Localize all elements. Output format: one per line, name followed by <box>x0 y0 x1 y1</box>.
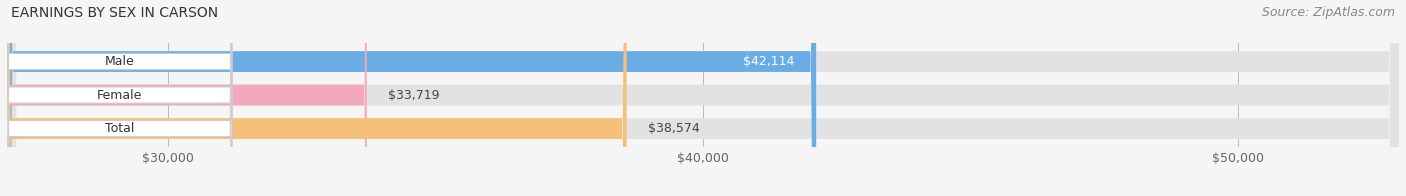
FancyBboxPatch shape <box>7 0 232 196</box>
FancyBboxPatch shape <box>7 0 1399 196</box>
FancyBboxPatch shape <box>7 0 1399 196</box>
FancyBboxPatch shape <box>7 0 367 196</box>
Text: Male: Male <box>104 55 135 68</box>
Text: $33,719: $33,719 <box>388 89 440 102</box>
FancyBboxPatch shape <box>7 0 232 196</box>
FancyBboxPatch shape <box>7 0 232 196</box>
FancyBboxPatch shape <box>7 0 815 196</box>
Text: Source: ZipAtlas.com: Source: ZipAtlas.com <box>1261 6 1395 19</box>
Text: Female: Female <box>97 89 142 102</box>
FancyBboxPatch shape <box>7 0 1399 196</box>
Text: $38,574: $38,574 <box>648 122 700 135</box>
Text: Total: Total <box>105 122 134 135</box>
Text: EARNINGS BY SEX IN CARSON: EARNINGS BY SEX IN CARSON <box>11 6 218 20</box>
Text: $42,114: $42,114 <box>744 55 794 68</box>
FancyBboxPatch shape <box>7 0 627 196</box>
